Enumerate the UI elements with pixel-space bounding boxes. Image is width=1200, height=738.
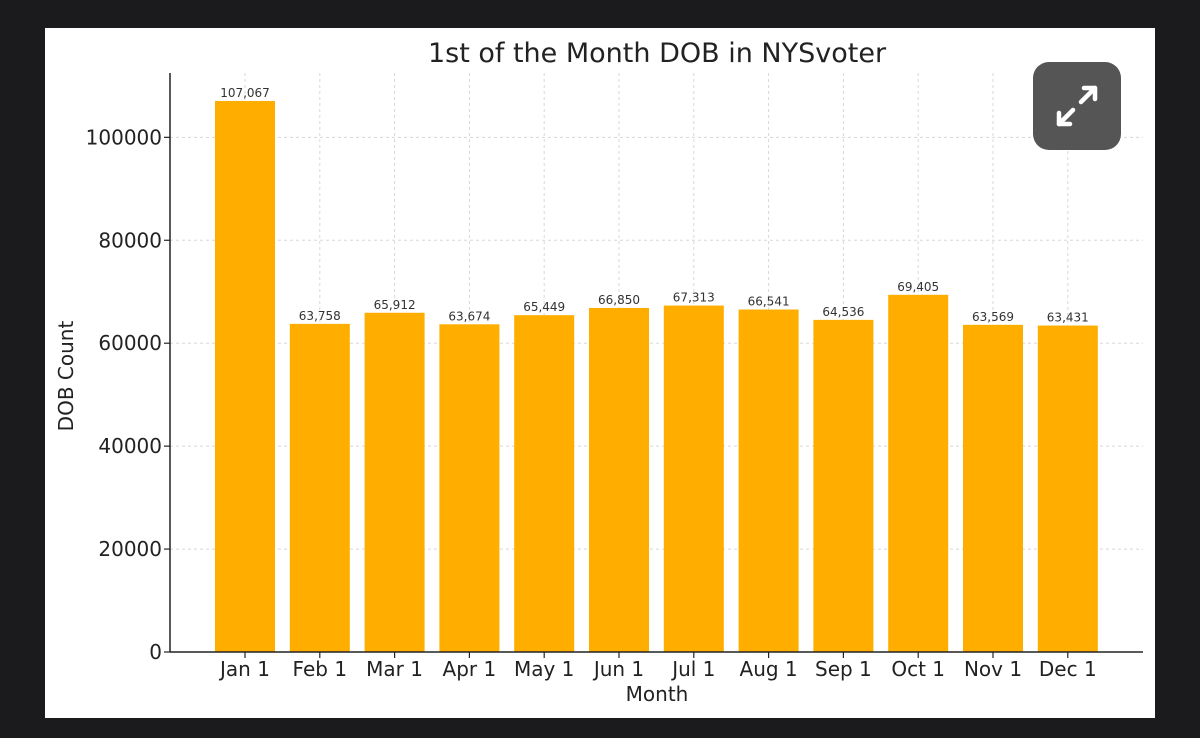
x-tick-label: Aug 1 <box>740 657 798 681</box>
expand-arrows-icon <box>1056 85 1098 127</box>
data-label: 64,536 <box>822 305 864 319</box>
bar-aug-1 <box>738 309 799 652</box>
data-label: 63,431 <box>1047 311 1089 325</box>
bar-jul-1 <box>663 305 724 652</box>
x-tick-label: Jul 1 <box>670 657 715 681</box>
bar-mar-1 <box>364 312 425 652</box>
expand-button[interactable] <box>1033 62 1121 150</box>
x-tick-label: Apr 1 <box>443 657 497 681</box>
bar-oct-1 <box>888 294 949 652</box>
bar-jan-1 <box>215 100 275 652</box>
y-tick-label: 100000 <box>86 125 162 149</box>
y-tick-label: 0 <box>149 640 162 664</box>
bar-nov-1 <box>963 324 1023 652</box>
x-tick-label: Dec 1 <box>1039 657 1097 681</box>
data-label: 107,067 <box>220 86 270 100</box>
data-labels: 107,067 63,758 65,912 63,674 65,449 66,850 67,… <box>220 86 1089 325</box>
x-tick-label: Mar 1 <box>366 657 423 681</box>
data-label: 66,541 <box>748 295 790 309</box>
bar-feb-1 <box>289 323 350 652</box>
bar-dec-1 <box>1037 325 1098 652</box>
data-label: 66,850 <box>598 293 640 307</box>
bar-chart: 1st of the Month DOB in NYSvoter 107,067… <box>54 38 1143 706</box>
bar-sep-1 <box>813 319 874 652</box>
y-tick-label: 60000 <box>98 331 162 355</box>
bar-may-1 <box>514 315 575 652</box>
y-ticks: 0 20000 40000 60000 80000 100000 <box>86 125 170 664</box>
x-tick-label: May 1 <box>514 657 574 681</box>
chart-frame: 1st of the Month DOB in NYSvoter 107,067… <box>45 28 1155 718</box>
bar-apr-1 <box>439 324 500 652</box>
data-label: 63,674 <box>448 309 490 323</box>
x-tick-label: Nov 1 <box>964 657 1022 681</box>
data-label: 69,405 <box>897 280 939 294</box>
data-label: 63,569 <box>972 310 1014 324</box>
y-tick-label: 80000 <box>98 228 162 252</box>
bar-jun-1 <box>589 307 649 652</box>
x-tick-label: Sep 1 <box>815 657 872 681</box>
bars <box>215 100 1098 652</box>
data-label: 65,449 <box>523 300 565 314</box>
data-label: 65,912 <box>374 298 416 312</box>
x-axis-label: Month <box>626 682 689 706</box>
y-axis-label: DOB Count <box>54 321 78 432</box>
chart-title: 1st of the Month DOB in NYSvoter <box>428 38 887 69</box>
y-tick-label: 20000 <box>98 537 162 561</box>
x-ticks: Jan 1 Feb 1 Mar 1 Apr 1 May 1 Jun 1 Jul 1 Aug 1… <box>218 652 1097 681</box>
y-tick-label: 40000 <box>98 434 162 458</box>
data-label: 63,758 <box>299 309 341 323</box>
x-tick-label: Oct 1 <box>891 657 945 681</box>
x-tick-label: Jan 1 <box>218 657 270 681</box>
x-tick-label: Jun 1 <box>592 657 644 681</box>
x-tick-label: Feb 1 <box>293 657 348 681</box>
data-label: 67,313 <box>673 291 715 305</box>
